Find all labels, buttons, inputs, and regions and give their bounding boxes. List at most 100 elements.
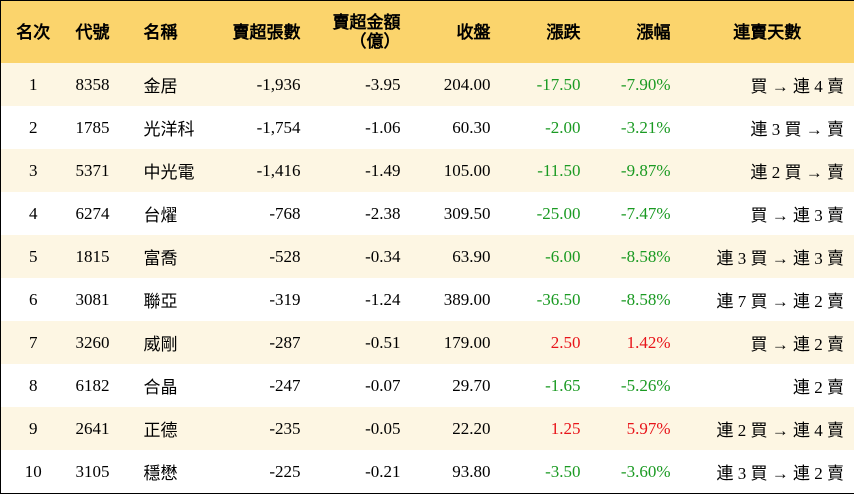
table-cell: -1,416 — [256, 160, 301, 180]
header-cell: 連賣天數 — [680, 0, 854, 63]
table-cell: -8.58% — [620, 246, 671, 266]
header-cell: 賣超張數 — [205, 0, 311, 63]
table-cell: -225 — [269, 461, 301, 481]
table-cell: 29.70 — [452, 375, 491, 395]
table-cell: 105.00 — [443, 160, 491, 180]
table-cell: 連 2 買 → 連 4 賣 — [716, 421, 845, 440]
table-cell: -6.00 — [545, 246, 581, 266]
table-cell: 93.80 — [452, 461, 491, 481]
table-cell: 2641 — [75, 418, 110, 438]
table-row: 1 8358 金居 -1,936 -3.95 204.00 -17.50 -7.90% 買 → … — [0, 63, 854, 106]
table-cell: -1.24 — [365, 289, 401, 309]
table-cell: 買 → 連 4 賣 — [750, 77, 845, 96]
table-cell: 7 — [29, 332, 38, 352]
header-cell: 代號 — [65, 0, 134, 63]
table-row: 3 5371 中光電 -1,416 -1.49 105.00 -11.50 -9.87% 連 2… — [0, 149, 854, 192]
header-cell: 名稱 — [133, 0, 206, 63]
table-cell: -9.87% — [620, 160, 671, 180]
table-row: 8 6182 合晶 -247 -0.07 29.70 -1.65 -5.26% 連 2 賣 — [0, 364, 854, 407]
table-cell: -7.47% — [620, 203, 671, 223]
table-cell: -0.07 — [365, 375, 401, 395]
header-cell: 漲幅 — [590, 0, 681, 63]
table-cell: 金居 — [143, 77, 178, 96]
table-cell: -1.65 — [545, 375, 581, 395]
table-cell: 22.20 — [452, 418, 491, 438]
table-cell: -3.95 — [365, 74, 401, 94]
table-cell: 6274 — [75, 203, 110, 223]
table-cell: 中光電 — [143, 163, 195, 182]
table-cell: 6182 — [75, 375, 110, 395]
table-row: 6 3081 聯亞 -319 -1.24 389.00 -36.50 -8.58% 連 7 買 … — [0, 278, 854, 321]
table-cell: -0.21 — [365, 461, 401, 481]
table-cell: 3260 — [75, 332, 110, 352]
table-row: 5 1815 富喬 -528 -0.34 63.90 -6.00 -8.58% 連 3 買 → … — [0, 235, 854, 278]
table-cell: -1.06 — [365, 117, 401, 137]
table-row: 7 3260 威剛 -287 -0.51 179.00 2.50 1.42% 買 → 連 2 賣 — [0, 321, 854, 364]
table-cell: -0.05 — [365, 418, 401, 438]
table-cell: 連 3 買 → 賣 — [750, 120, 845, 139]
table-cell: 光洋科 — [143, 120, 195, 139]
table-cell: -25.00 — [536, 203, 581, 223]
table-cell: -7.90% — [620, 74, 671, 94]
table-cell: 正德 — [143, 421, 178, 440]
table-cell: 連 2 賣 — [793, 378, 844, 397]
table-cell: 3081 — [75, 289, 110, 309]
table-cell: 1.42% — [626, 332, 671, 352]
table-cell: 連 2 買 → 賣 — [750, 163, 845, 182]
table-cell: 連 3 買 → 連 2 賣 — [716, 464, 845, 483]
header-cell: 漲跌 — [500, 0, 591, 63]
header-cell: 收盤 — [410, 0, 501, 63]
table-cell: 1785 — [75, 117, 110, 137]
table-row: 4 6274 台燿 -768 -2.38 309.50 -25.00 -7.47% 買 → 連 … — [0, 192, 854, 235]
table-cell: -2.38 — [365, 203, 401, 223]
table-cell: 買 → 連 2 賣 — [750, 335, 845, 354]
table-cell: -36.50 — [536, 289, 581, 309]
table-cell: 連 7 買 → 連 2 賣 — [716, 292, 845, 311]
table-cell: 4 — [29, 203, 38, 223]
table-cell: 10 — [24, 461, 42, 481]
table-row: 9 2641 正德 -235 -0.05 22.20 1.25 5.97% 連 2 買 → 連 … — [0, 407, 854, 450]
table-cell: -287 — [269, 332, 301, 352]
table-cell: 389.00 — [443, 289, 491, 309]
table-cell: 2 — [29, 117, 38, 137]
table-cell: -2.00 — [545, 117, 581, 137]
table-cell: -0.51 — [365, 332, 401, 352]
table-cell: -1,936 — [256, 74, 301, 94]
table-cell: 1815 — [75, 246, 110, 266]
header-row: 名次 代號 名稱 賣超張數 賣超金額 （億） 收盤 漲跌 漲幅 連賣天數 — [0, 0, 854, 63]
table-row: 2 1785 光洋科 -1,754 -1.06 60.30 -2.00 -3.21% 連 3 買… — [0, 106, 854, 149]
table-cell: -247 — [269, 375, 301, 395]
table-cell: 台燿 — [143, 206, 178, 225]
table-cell: -319 — [269, 289, 301, 309]
table-cell: 5.97% — [626, 418, 671, 438]
table-cell: 5371 — [75, 160, 110, 180]
table-cell: -5.26% — [620, 375, 671, 395]
table-cell: -3.50 — [545, 461, 581, 481]
table-cell: 合晶 — [143, 378, 178, 397]
table-cell: -528 — [269, 246, 301, 266]
table-cell: 63.90 — [452, 246, 491, 266]
table-cell: 聯亞 — [143, 292, 178, 311]
table-cell: 8358 — [75, 74, 110, 94]
table-cell: 3 — [29, 160, 38, 180]
table-cell: 60.30 — [452, 117, 491, 137]
header-cell: 名次 — [0, 0, 66, 63]
table-cell: 2.50 — [550, 332, 581, 352]
table-cell: 威剛 — [143, 335, 178, 354]
header-cell: 賣超金額 （億） — [310, 0, 411, 63]
table-cell: 9 — [29, 418, 38, 438]
table-cell: 5 — [29, 246, 38, 266]
table-cell: 8 — [29, 375, 38, 395]
table-cell: -17.50 — [536, 74, 581, 94]
table-cell: -1,754 — [256, 117, 301, 137]
table-cell: 買 → 連 3 賣 — [750, 206, 845, 225]
table-cell: -235 — [269, 418, 301, 438]
table-cell: 1 — [29, 74, 38, 94]
table-cell: 穩懋 — [143, 464, 178, 483]
table-cell: 1.25 — [550, 418, 581, 438]
table-cell: -11.50 — [537, 160, 581, 180]
table-cell: 富喬 — [143, 249, 178, 268]
table-cell: -8.58% — [620, 289, 671, 309]
